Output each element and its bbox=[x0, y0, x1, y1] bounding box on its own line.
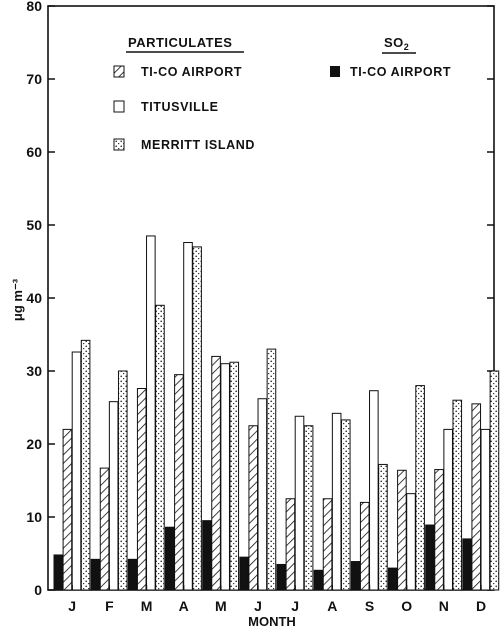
bar-hatch-7 bbox=[285, 498, 296, 591]
y-tick-label: 0 bbox=[34, 582, 42, 598]
bar-solid-4 bbox=[165, 526, 175, 591]
y-axis-title: μg m⁻³ bbox=[10, 278, 25, 321]
bars bbox=[53, 235, 500, 591]
x-tick-label: F bbox=[105, 598, 114, 614]
bar-dotted-6 bbox=[266, 348, 277, 591]
y-tick-label: 60 bbox=[26, 144, 42, 160]
bar-dotted-8 bbox=[340, 419, 351, 591]
bar-solid-1 bbox=[53, 554, 64, 591]
legend-label-tico-particulates: TI-CO AIRPORT bbox=[141, 65, 242, 79]
bar-open-9 bbox=[369, 390, 379, 591]
bar-dotted-7 bbox=[303, 425, 314, 591]
x-tick-label: S bbox=[365, 598, 374, 614]
bar-dotted-11 bbox=[452, 399, 463, 591]
legend-swatch-hatch bbox=[113, 65, 125, 78]
x-tick-label: J bbox=[291, 598, 299, 614]
bar-solid-7 bbox=[276, 563, 287, 591]
bar-open-8 bbox=[331, 412, 342, 591]
y-tick-label: 40 bbox=[26, 290, 42, 306]
x-axis-title: MONTH bbox=[248, 614, 296, 629]
bar-hatch-8 bbox=[322, 498, 333, 591]
bar-hatch-3 bbox=[136, 388, 147, 591]
bar-dotted-3 bbox=[155, 304, 165, 591]
bar-solid-11 bbox=[425, 524, 435, 591]
bar-dotted-5 bbox=[229, 361, 240, 591]
y-tick-label: 50 bbox=[26, 217, 42, 233]
legend-swatch-open bbox=[113, 100, 125, 113]
x-tick-label: J bbox=[68, 598, 76, 614]
bar-open-7 bbox=[294, 415, 305, 591]
x-tick-label: M bbox=[141, 598, 153, 614]
legend-label-titusville: TITUSVILLE bbox=[141, 100, 219, 114]
bar-open-11 bbox=[443, 428, 453, 591]
bar-open-4 bbox=[183, 242, 193, 591]
bar-dotted-9 bbox=[378, 463, 388, 591]
bar-open-3 bbox=[146, 235, 156, 591]
x-tick-label: N bbox=[439, 598, 449, 614]
y-tick-label: 70 bbox=[26, 71, 42, 87]
y-tick-label: 30 bbox=[26, 363, 42, 379]
bar-dotted-1 bbox=[80, 339, 91, 591]
bar-solid-9 bbox=[350, 561, 361, 591]
y-tick-label: 10 bbox=[26, 509, 42, 525]
bar-hatch-10 bbox=[397, 469, 407, 591]
bar-solid-12 bbox=[462, 538, 472, 591]
bar-open-10 bbox=[406, 493, 416, 591]
x-tick-label: J bbox=[254, 598, 262, 614]
bar-solid-3 bbox=[127, 558, 138, 591]
legend-swatch-dotted bbox=[113, 138, 125, 151]
bar-solid-8 bbox=[313, 569, 324, 591]
bar-open-1 bbox=[71, 351, 82, 591]
x-tick-label: O bbox=[401, 598, 412, 614]
legend-heading-particulates: PARTICULATES bbox=[128, 35, 232, 50]
bar-solid-6 bbox=[239, 556, 249, 591]
bar-hatch-9 bbox=[359, 501, 370, 591]
bar-open-2 bbox=[108, 401, 119, 591]
bar-hatch-5 bbox=[211, 355, 221, 591]
bar-hatch-4 bbox=[174, 374, 184, 591]
bar-solid-5 bbox=[202, 520, 212, 591]
bar-dotted-10 bbox=[415, 385, 425, 591]
legend-swatch-solid bbox=[330, 66, 340, 77]
bar-hatch-11 bbox=[434, 469, 444, 591]
x-tick-label: M bbox=[215, 598, 227, 614]
bar-open-5 bbox=[220, 363, 230, 591]
bar-solid-10 bbox=[388, 567, 398, 591]
legend-label-merritt-island: MERRITT ISLAND bbox=[141, 138, 255, 152]
bar-hatch-1 bbox=[62, 428, 73, 591]
x-tick-label: D bbox=[476, 598, 486, 614]
bar-dotted-2 bbox=[117, 370, 128, 591]
bar-open-6 bbox=[257, 398, 268, 591]
bar-open-12 bbox=[480, 428, 491, 591]
legend-heading-so2: SO2 bbox=[384, 35, 409, 52]
bar-dotted-4 bbox=[192, 246, 202, 591]
x-tick-label: A bbox=[327, 598, 337, 614]
y-tick-label: 80 bbox=[26, 0, 42, 14]
legend: PARTICULATES SO2 TI-CO AIRPORT TITUSVILL… bbox=[113, 35, 451, 152]
bar-solid-2 bbox=[90, 558, 101, 591]
bar-dotted-12 bbox=[489, 370, 500, 591]
legend-label-tico-so2: TI-CO AIRPORT bbox=[350, 65, 451, 79]
x-tick-label: A bbox=[179, 598, 189, 614]
bar-hatch-2 bbox=[99, 467, 110, 591]
bar-hatch-6 bbox=[248, 425, 259, 591]
y-tick-label: 20 bbox=[26, 436, 42, 452]
bar-hatch-12 bbox=[471, 403, 482, 591]
